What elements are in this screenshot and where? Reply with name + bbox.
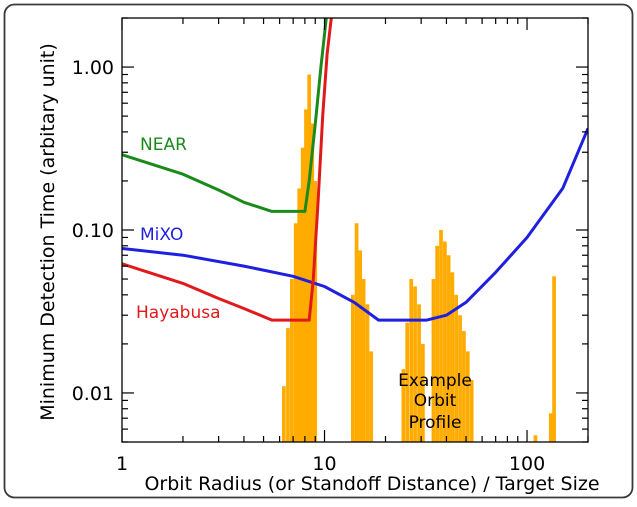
outer-border <box>3 3 634 499</box>
histogram-bar <box>552 276 556 442</box>
histogram-bar <box>304 109 308 442</box>
histogram-bar <box>435 245 440 442</box>
histogram-bar <box>465 351 470 442</box>
histogram-bar <box>409 279 414 442</box>
histogram-bar <box>417 304 421 442</box>
histogram-bar <box>431 279 436 442</box>
y-tick-label: 0.01 <box>72 383 114 405</box>
histogram-bar <box>286 328 290 442</box>
histogram-bar <box>300 147 305 442</box>
series-line-hayabusa <box>122 18 333 322</box>
x-tick-label: 100 <box>509 453 545 475</box>
histogram-bar <box>446 255 451 442</box>
series-line-mixo <box>122 127 588 322</box>
histogram-bar <box>458 315 462 442</box>
histogram-bar <box>354 223 359 442</box>
histogram-bar <box>297 188 302 442</box>
y-axis-label: Minimum Detection Time (arbitary unit) <box>37 43 59 421</box>
histogram-bar <box>293 223 298 442</box>
series-line-near <box>122 18 328 213</box>
axis-ticks-layer <box>121 17 589 443</box>
histogram-bar <box>443 241 447 442</box>
hayabusa-label: Hayabusa <box>136 303 221 323</box>
histogram-bar <box>350 294 355 442</box>
histogram-bar <box>361 279 366 442</box>
y-tick-label: 1.00 <box>72 57 114 79</box>
histogram-bar <box>358 250 363 442</box>
histogram-bar <box>548 413 553 442</box>
histogram-bar <box>454 294 459 442</box>
x-tick-label: 10 <box>312 453 336 475</box>
x-axis-label: Orbit Radius (or Standoff Distance) / Ta… <box>144 473 599 495</box>
histogram-bar <box>365 304 370 442</box>
histogram-bar <box>313 180 318 442</box>
histogram-bar <box>469 380 474 442</box>
tick-labels-layer: 1 10 100 0.01 0.10 1.00 <box>72 57 545 475</box>
histogram-bar <box>439 230 443 442</box>
x-tick-label: 1 <box>116 453 128 475</box>
histogram-bar <box>405 322 410 442</box>
histogram-bar <box>462 330 466 442</box>
series-lines-layer <box>122 18 588 322</box>
profile-label-line2: Orbit <box>414 391 457 411</box>
histogram-bar <box>290 279 294 442</box>
histogram-bar <box>533 435 538 442</box>
histogram-bar <box>369 351 374 442</box>
near-label: NEAR <box>140 135 187 155</box>
y-tick-label: 0.10 <box>72 220 114 242</box>
histogram-bar <box>282 386 286 442</box>
mixo-label: MiXO <box>140 225 183 245</box>
histogram-bar <box>421 343 425 442</box>
histogram-layer <box>282 74 556 442</box>
histogram-bar <box>307 74 312 442</box>
profile-label-line1: Example <box>398 371 472 391</box>
histogram-bar <box>413 286 417 442</box>
profile-label-line3: Profile <box>409 413 462 433</box>
histogram-bar <box>450 272 455 442</box>
histogram-bar <box>401 369 406 442</box>
